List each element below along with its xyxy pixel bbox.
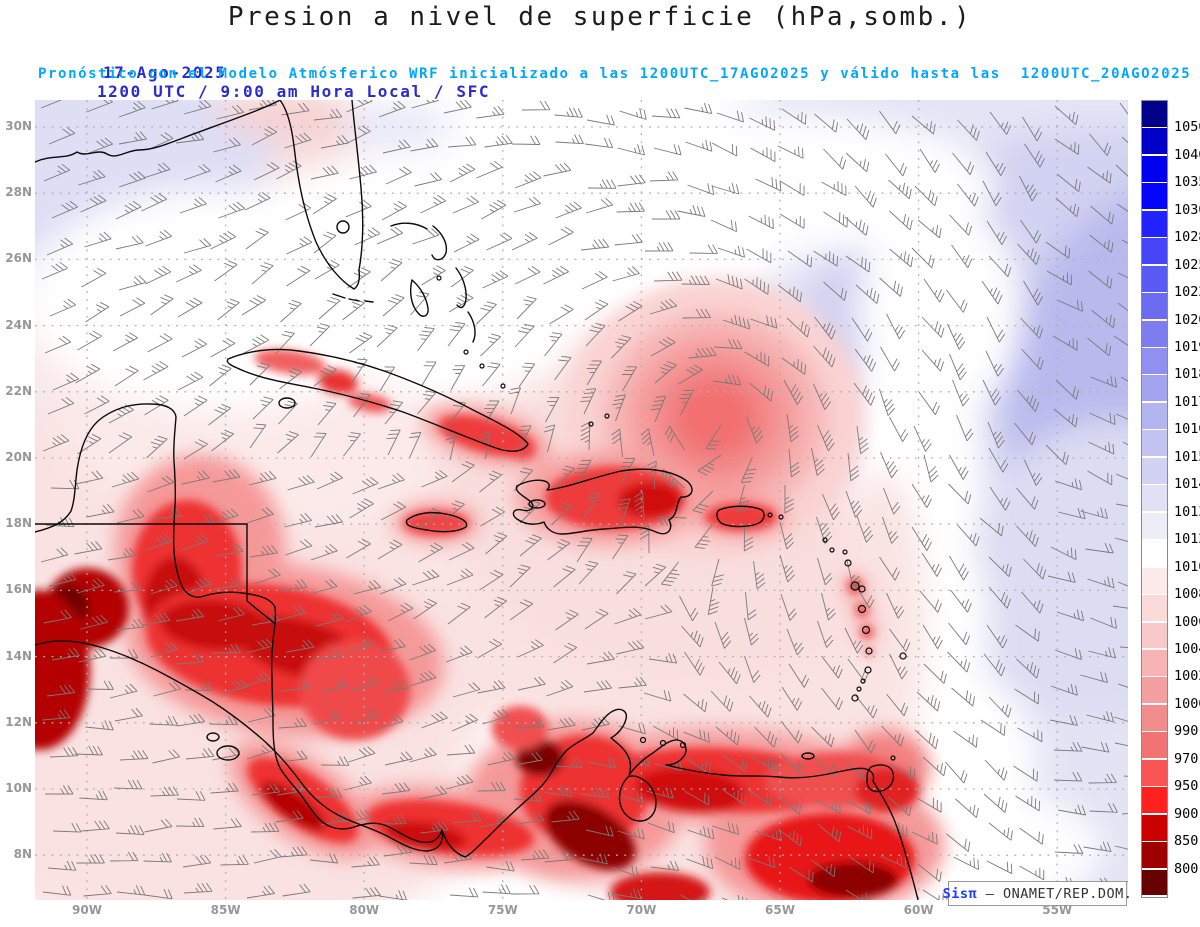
colorbar-tick-1015: 1015 [1174,448,1200,465]
colorbar-cell-6 [1142,265,1167,292]
colorbar-cell-14 [1142,485,1167,512]
lat-label-16N: 16N [5,582,32,597]
watermark-brand: Sisπ [942,885,978,902]
colorbar-cell-7 [1142,293,1167,320]
lat-label-14N: 14N [5,648,32,663]
colorbar-tick-1012: 1012 [1174,531,1200,548]
coastlines [35,100,919,900]
colorbar-tick-1035: 1035 [1174,174,1200,191]
colorbar-cell-10 [1142,375,1167,402]
colorbar-cell-22 [1142,704,1167,731]
colorbar-tick-1018: 1018 [1174,366,1200,383]
lat-label-24N: 24N [5,317,32,332]
colorbar-cell-12 [1142,430,1167,457]
map-canvas [35,100,1128,900]
datetime-line: 17-Ago-2025 1200 UTC / 9:00 am Hora Loca… [0,44,1200,120]
colorbar-tick-1022: 1022 [1174,284,1200,301]
colorbar-cell-9 [1142,348,1167,374]
lat-label-8N: 8N [13,847,32,862]
colorbar-cell-21 [1142,677,1167,704]
colorbar-cell-16 [1142,540,1167,567]
pressure-map [35,100,1128,900]
colorbar-tick-1002: 1002 [1174,668,1200,685]
forecast-time: 1200 UTC / 9:00 am Hora Local / SFC [96,82,491,101]
colorbar-tick-1028: 1028 [1174,229,1200,246]
pressure-colorbar [1141,100,1168,898]
colorbar-cell-17 [1142,567,1167,594]
colorbar-tick-850: 850 [1174,833,1199,850]
colorbar-cell-13 [1142,457,1167,484]
colorbar-tick-1020: 1020 [1174,311,1200,328]
colorbar-tick-1040: 1040 [1174,146,1200,163]
lon-label-90W: 90W [72,903,102,917]
colorbar-cell-3 [1142,183,1167,210]
colorbar-cell-11 [1142,402,1167,429]
colorbar-cell-26 [1142,814,1167,841]
colorbar-tick-1010: 1010 [1174,558,1200,575]
watermark: Sisπ – ONAMET/REP.DOM. [943,881,1132,906]
forecast-date: 17-Ago-2025 [102,63,227,82]
watermark-sep: – [977,885,1003,902]
page-title: Presion a nivel de superficie (hPa,somb.… [227,2,973,32]
lon-label-65W: 65W [765,903,795,917]
lon-label-75W: 75W [487,903,518,917]
colorbar-tick-1004: 1004 [1174,640,1200,657]
colorbar-tick-1017: 1017 [1174,393,1200,410]
colorbar-cell-4 [1142,210,1167,237]
colorbar-tick-1050: 1050 [1174,119,1200,136]
colorbar-cell-19 [1142,622,1167,649]
pressure-shading-layer-sharp [35,349,919,900]
colorbar-cell-18 [1142,595,1167,621]
colorbar-cell-27 [1142,842,1167,869]
lat-label-30N: 30N [5,119,32,133]
colorbar-cell-28 [1142,869,1167,896]
colorbar-tick-1008: 1008 [1174,586,1200,603]
colorbar-tick-1014: 1014 [1174,476,1200,493]
lat-label-18N: 18N [5,516,32,531]
colorbar-tick-1000: 1000 [1174,695,1200,712]
lat-label-26N: 26N [5,251,32,266]
colorbar-cell-1 [1142,128,1167,155]
colorbar-tick-990: 990 [1174,723,1199,740]
colorbar-cell-23 [1142,732,1167,759]
colorbar-tick-950: 950 [1174,778,1199,795]
lat-label-22N: 22N [5,383,32,398]
colorbar-cell-20 [1142,649,1167,676]
colorbar-tick-1019: 1019 [1174,339,1200,356]
colorbar-tick-1013: 1013 [1174,503,1200,520]
wind-barbs [40,100,1128,900]
colorbar-tick-1025: 1025 [1174,256,1200,273]
colorbar-cell-5 [1142,238,1167,265]
colorbar-cell-24 [1142,759,1167,786]
colorbar-tick-800: 800 [1174,860,1199,877]
colorbar-cell-25 [1142,787,1167,814]
colorbar-tick-1006: 1006 [1174,613,1200,630]
lon-label-60W: 60W [903,903,934,917]
colorbar-cell-15 [1142,512,1167,539]
colorbar-tick-1030: 1030 [1174,201,1200,218]
colorbar-tick-900: 900 [1174,805,1199,822]
lon-label-85W: 85W [210,903,241,917]
lon-label-80W: 80W [349,903,380,917]
model-info-line: Pronóstico con el Modelo Atmósferico WRF… [38,66,1192,82]
lat-label-12N: 12N [5,714,32,729]
lat-label-20N: 20N [5,450,32,464]
colorbar-cell-0 [1142,101,1167,127]
graticule [35,100,1128,900]
colorbar-tick-970: 970 [1174,750,1199,767]
lat-label-10N: 10N [5,781,32,795]
lat-label-28N: 28N [5,185,32,200]
colorbar-cell-2 [1142,155,1167,182]
colorbar-tick-1016: 1016 [1174,421,1200,438]
lon-label-70W: 70W [626,903,657,917]
colorbar-cell-8 [1142,320,1167,347]
watermark-org: ONAMET/REP.DOM. [1003,885,1133,902]
lon-label-55W: 55W [1042,903,1073,917]
